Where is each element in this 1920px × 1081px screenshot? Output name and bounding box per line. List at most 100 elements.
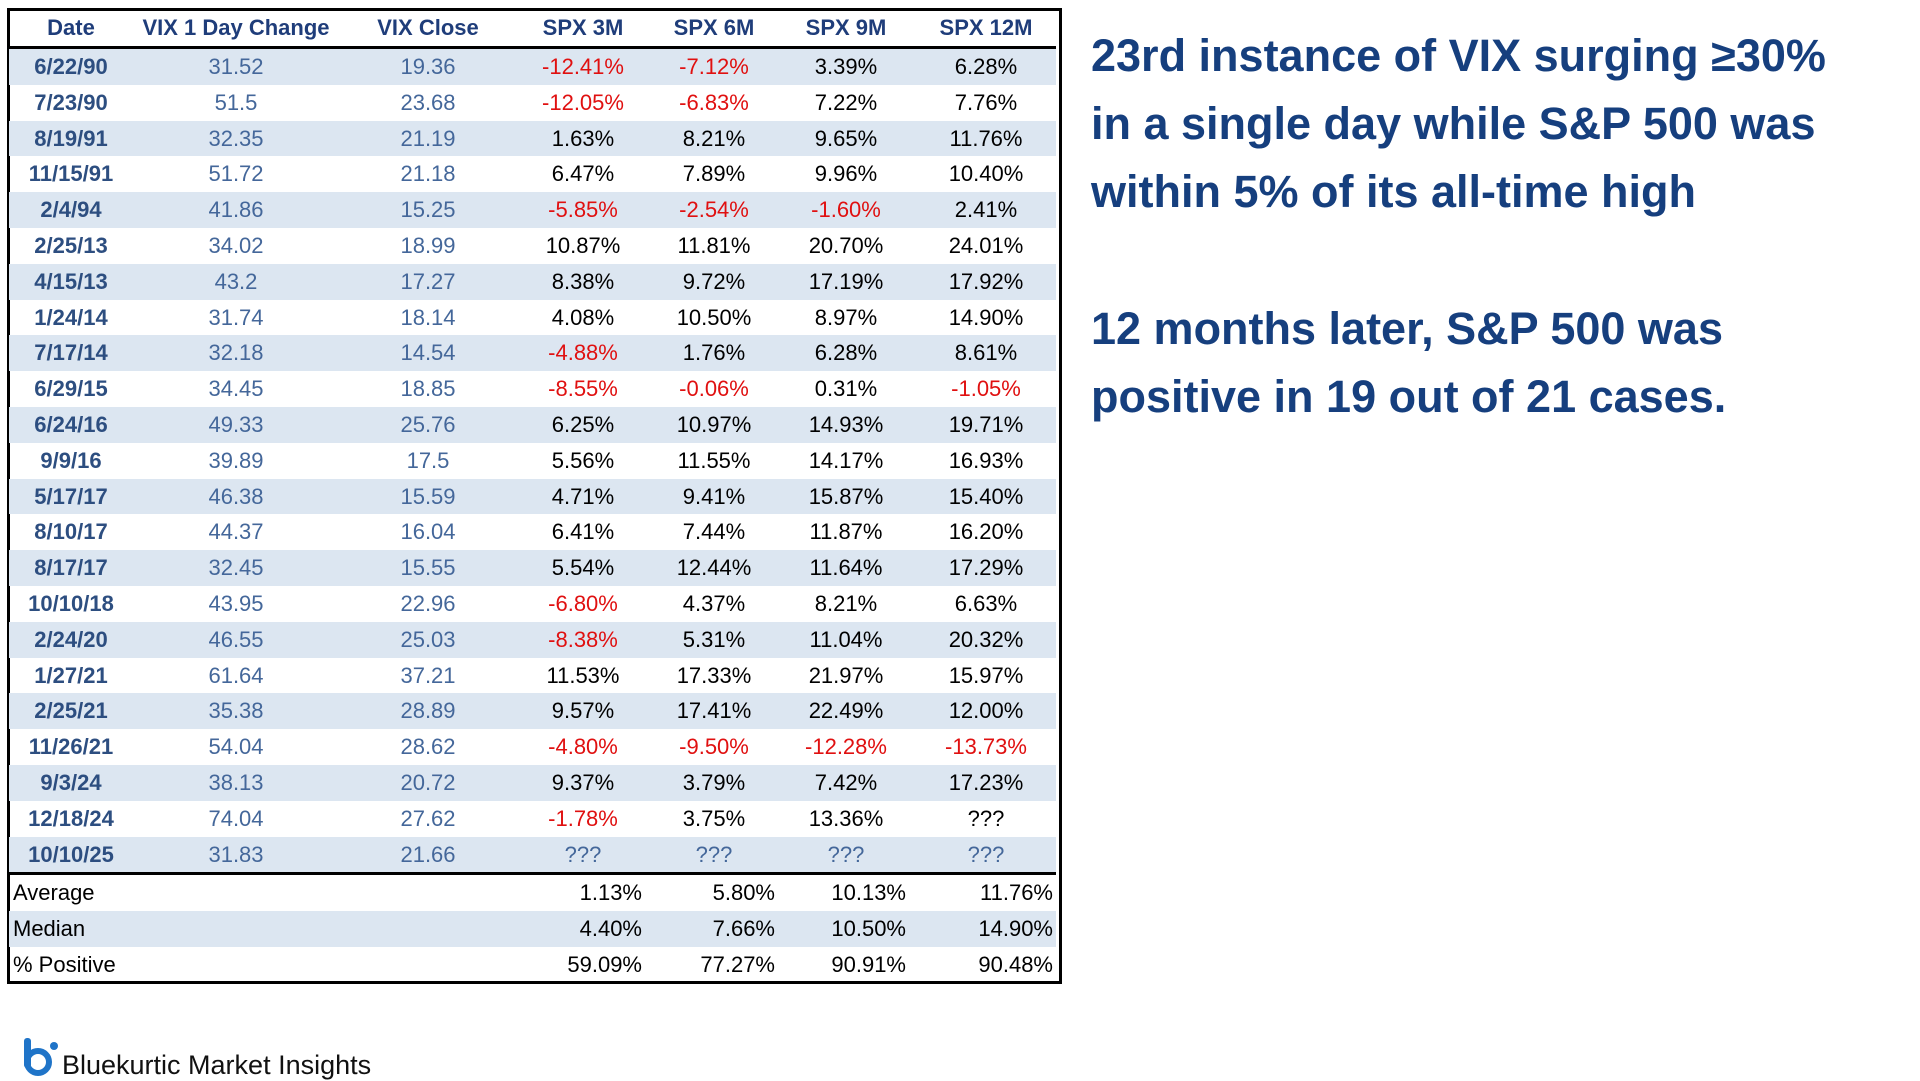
table-cell: 6.28% bbox=[954, 54, 1018, 79]
table-cell: 3.79% bbox=[682, 770, 746, 795]
table-cell: 22.96 bbox=[400, 591, 456, 616]
table-cell: 9.72% bbox=[682, 268, 746, 294]
brand-name: Bluekurtic Market Insights bbox=[62, 1050, 372, 1080]
table-cell: 14.90% bbox=[948, 304, 1024, 330]
header-cell: VIX 1 Day Change bbox=[142, 15, 330, 40]
table-cell: 20.72 bbox=[400, 770, 456, 795]
table-cell: 20.70% bbox=[808, 233, 884, 258]
table-cell: 17.92% bbox=[948, 268, 1024, 294]
table-cell: 37.21 bbox=[400, 662, 456, 688]
row-shade bbox=[9, 621, 1056, 658]
table-cell: 3.75% bbox=[682, 805, 746, 831]
table-cell: 7.44% bbox=[682, 519, 746, 545]
brand-logo bbox=[24, 1038, 58, 1076]
table-cell: 23.68 bbox=[400, 89, 456, 115]
header-cell: SPX 9M bbox=[805, 15, 887, 40]
table-cell: ??? bbox=[967, 841, 1005, 867]
table-cell: 51.72 bbox=[208, 161, 264, 187]
table-cell: 10.40% bbox=[948, 161, 1024, 187]
summary-label: Average bbox=[13, 880, 95, 906]
table-cell: 34.02 bbox=[208, 233, 264, 258]
table-cell: 17.5 bbox=[406, 447, 450, 473]
table-cell: 2/24/20 bbox=[34, 626, 108, 652]
table-cell: 15.55 bbox=[400, 555, 456, 581]
header-cell: SPX 3M bbox=[542, 15, 624, 40]
table-cell: 22.49% bbox=[808, 698, 884, 724]
table-cell: 7.22% bbox=[814, 89, 878, 115]
table-cell: -6.80% bbox=[548, 591, 618, 616]
table-cell: 6.47% bbox=[551, 161, 615, 187]
table-cell: 32.45 bbox=[208, 555, 264, 581]
table-cell: 7/23/90 bbox=[34, 89, 108, 115]
table-cell: 1.63% bbox=[551, 125, 615, 151]
table-cell: 2/4/94 bbox=[40, 197, 102, 223]
table-cell: 10/10/25 bbox=[28, 841, 114, 867]
summary-cell: 90.48% bbox=[978, 951, 1053, 977]
summary-cell: 5.80% bbox=[712, 880, 775, 906]
note-line: 23rd instance of VIX surging ≥30% bbox=[1091, 30, 1826, 81]
row-shade bbox=[9, 693, 1056, 730]
summary-cell: 11.76% bbox=[980, 880, 1053, 906]
table-cell: 10/10/18 bbox=[28, 591, 114, 616]
table-cell: -12.05% bbox=[542, 89, 624, 115]
table-cell: 74.04 bbox=[208, 805, 264, 831]
table-cell: 34.45 bbox=[208, 376, 264, 402]
table-cell: 11/15/91 bbox=[28, 161, 114, 187]
table-cell: 5.54% bbox=[551, 555, 615, 581]
table-cell: 21.66 bbox=[400, 841, 456, 867]
table-cell: 39.89 bbox=[208, 447, 264, 473]
table-cell: 1.76% bbox=[682, 340, 746, 366]
table-cell: -12.41% bbox=[542, 54, 624, 79]
table-cell: 6.28% bbox=[814, 340, 878, 366]
table-cell: 25.03 bbox=[400, 626, 456, 652]
header-cell: Date bbox=[47, 15, 95, 40]
table-cell: 46.55 bbox=[208, 626, 264, 652]
table-cell: 8.21% bbox=[682, 125, 746, 151]
table-cell: ??? bbox=[564, 841, 602, 867]
table-cell: 31.52 bbox=[208, 54, 264, 79]
table-cell: 51.5 bbox=[214, 89, 258, 115]
summary-cell: 10.50% bbox=[831, 916, 906, 942]
table-cell: -0.06% bbox=[679, 376, 749, 402]
row-shade bbox=[9, 407, 1056, 443]
header-cell: VIX Close bbox=[377, 15, 479, 40]
table-cell: 15.87% bbox=[808, 483, 884, 509]
table-cell: -7.12% bbox=[679, 54, 749, 79]
table-cell: 4/15/13 bbox=[34, 268, 108, 294]
row-shade bbox=[9, 263, 1056, 300]
table-cell: 9.41% bbox=[682, 483, 746, 509]
table-cell: -5.85% bbox=[548, 197, 618, 223]
table-cell: 17.27 bbox=[400, 268, 456, 294]
table-cell: 4.71% bbox=[551, 483, 615, 509]
table-cell: 12.00% bbox=[948, 698, 1024, 724]
table-cell: 16.20% bbox=[948, 519, 1024, 545]
table-cell: 8/17/17 bbox=[34, 555, 108, 581]
table-cell: -12.28% bbox=[805, 734, 887, 760]
table-cell: 2/25/21 bbox=[34, 698, 108, 724]
table-cell: -13.73% bbox=[945, 734, 1027, 760]
row-shade bbox=[9, 911, 1056, 947]
table-cell: 9/3/24 bbox=[40, 770, 102, 795]
table-cell: 8.38% bbox=[551, 268, 615, 294]
table-cell: 7.89% bbox=[682, 161, 746, 187]
table-cell: 10.97% bbox=[676, 412, 752, 437]
table-cell: 6/29/15 bbox=[34, 376, 108, 402]
table-cell: 17.33% bbox=[676, 662, 752, 688]
table-cell: 61.64 bbox=[208, 662, 264, 688]
table-cell: 7/17/14 bbox=[34, 340, 108, 366]
table-cell: 15.59 bbox=[400, 483, 456, 509]
table-cell: 28.62 bbox=[400, 734, 456, 760]
table-cell: 43.95 bbox=[208, 591, 264, 616]
table-cell: 12.44% bbox=[676, 555, 752, 581]
table-cell: 2.41% bbox=[954, 197, 1018, 223]
table-cell: 17.29% bbox=[948, 555, 1024, 581]
table-cell: 31.74 bbox=[208, 304, 264, 330]
table-cell: 5.56% bbox=[551, 447, 615, 473]
table-cell: 18.14 bbox=[400, 304, 456, 330]
table-cell: ??? bbox=[967, 805, 1005, 831]
table-cell: 8.21% bbox=[814, 591, 878, 616]
table-cell: 19.36 bbox=[400, 54, 456, 79]
table-cell: ??? bbox=[695, 841, 733, 867]
table-cell: 28.89 bbox=[400, 698, 456, 724]
